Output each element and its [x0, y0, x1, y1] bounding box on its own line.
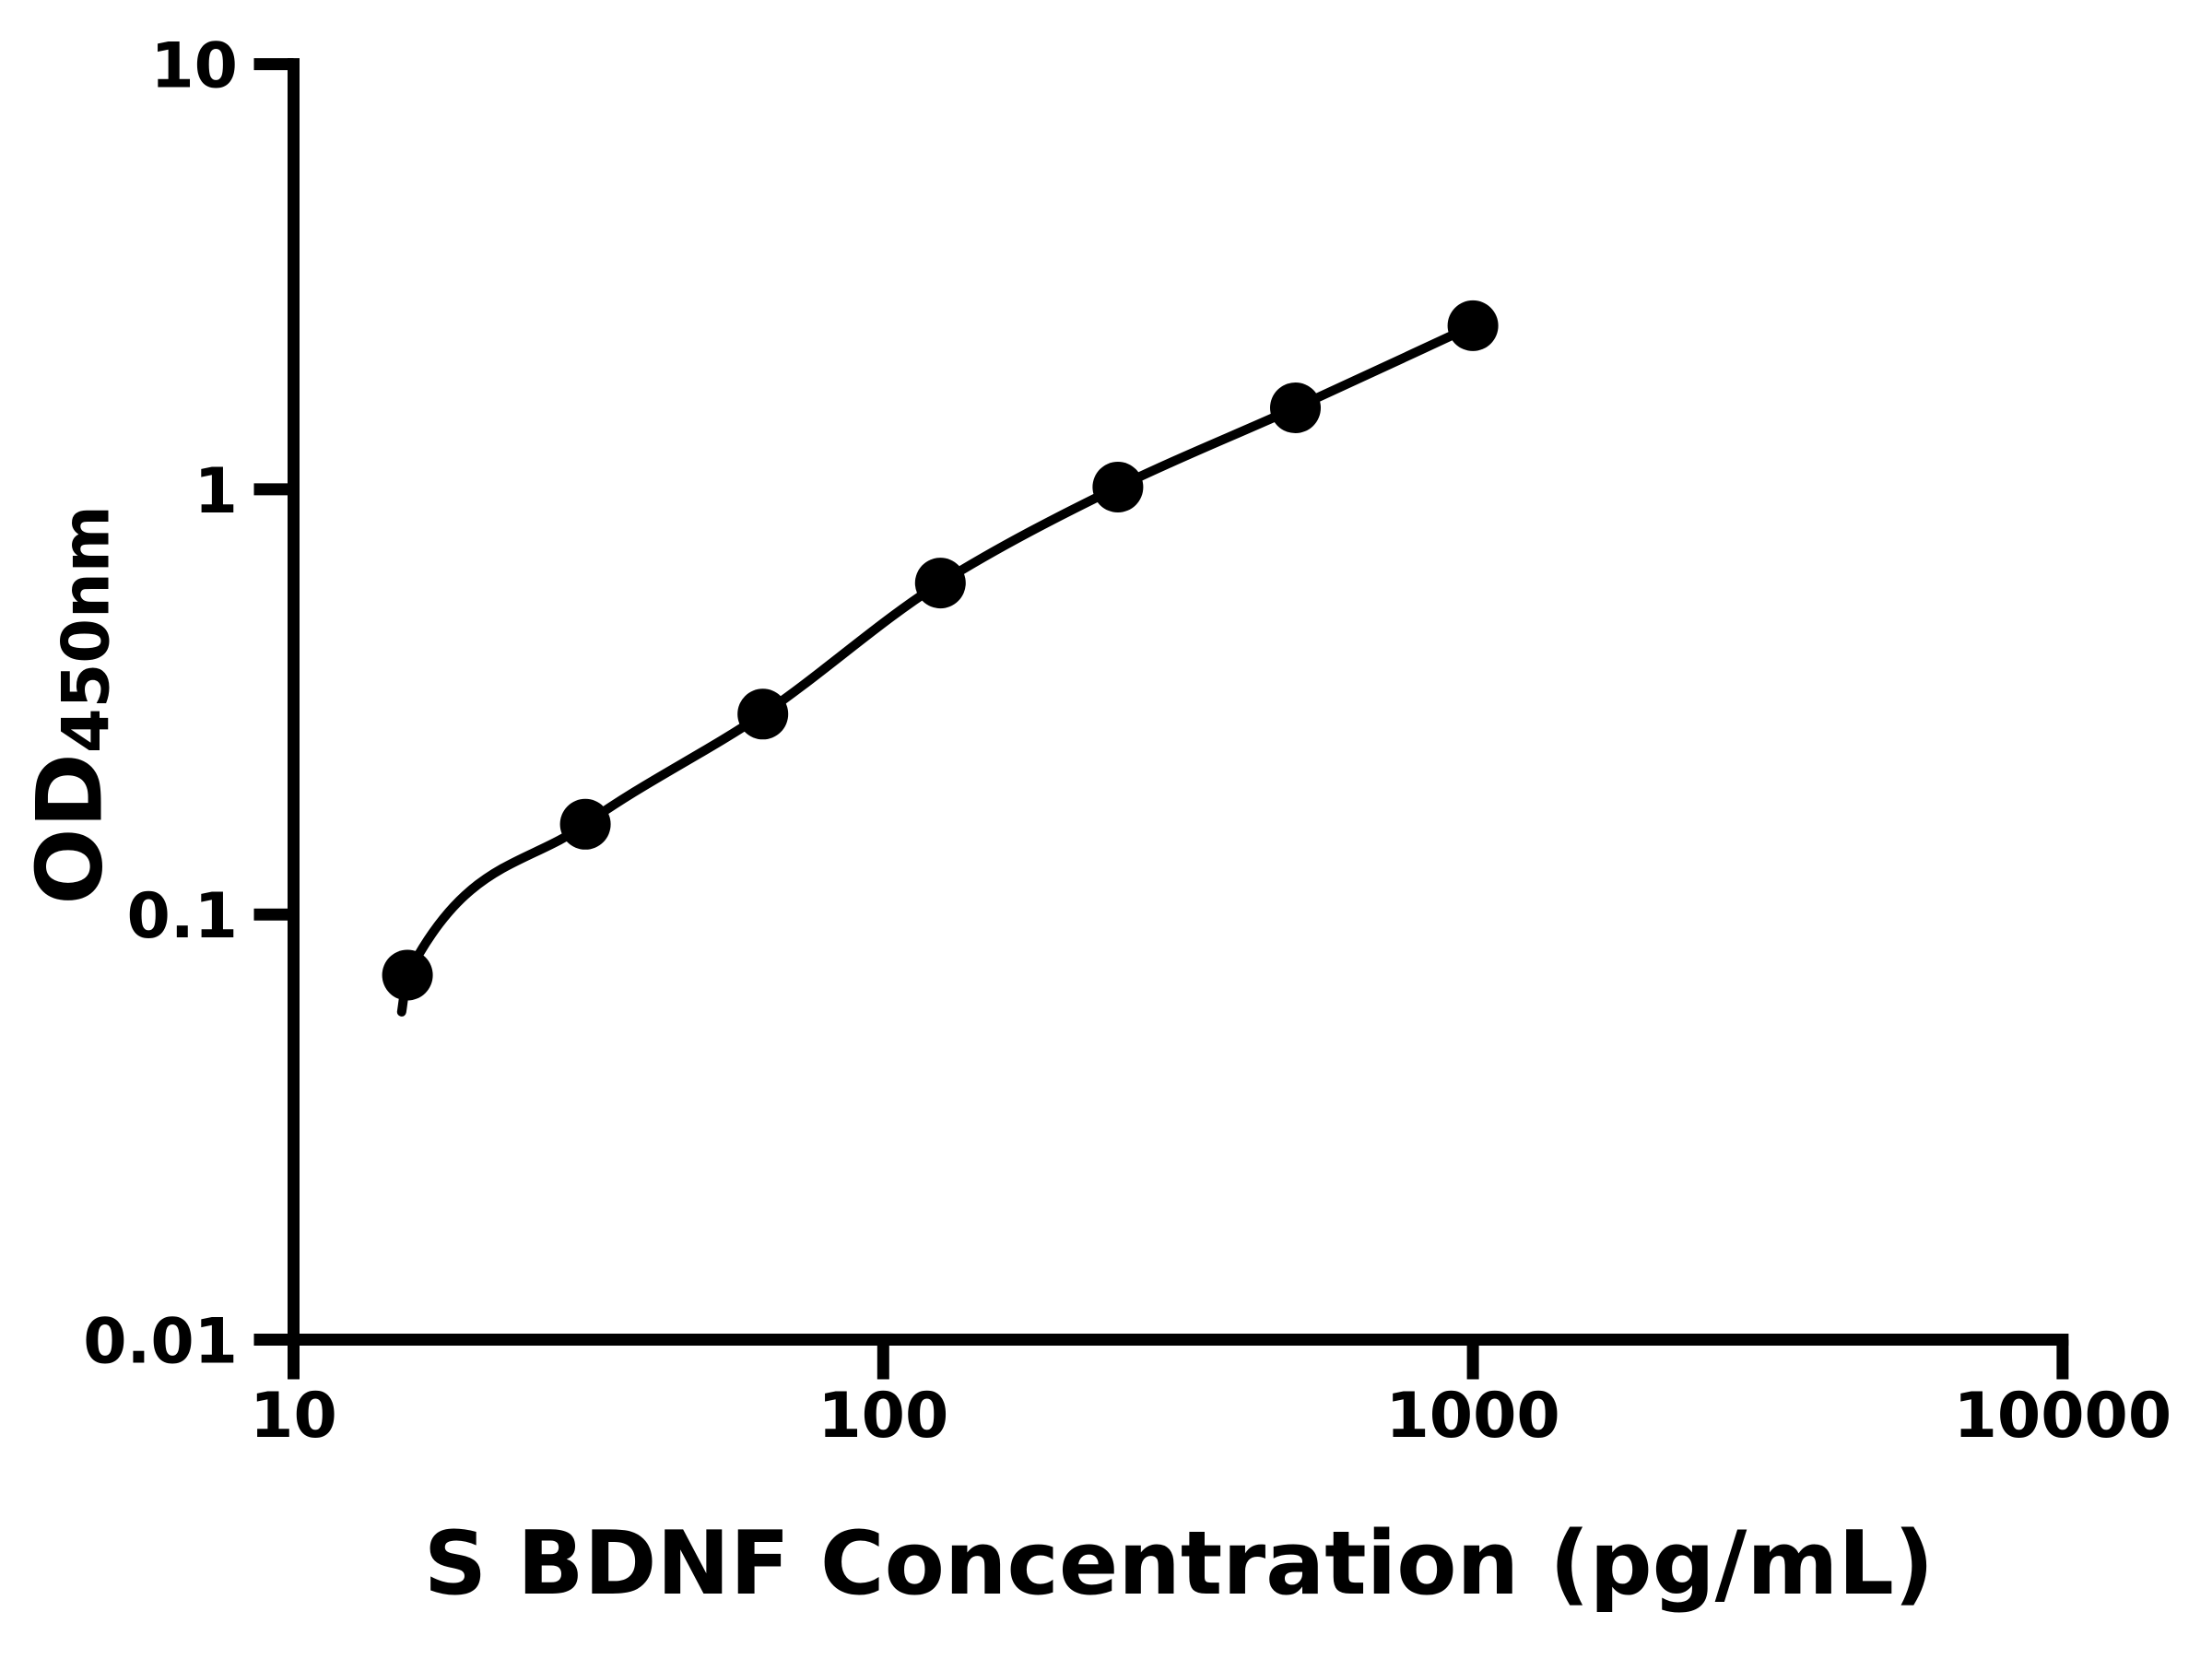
x-tick-label: 10000 [1954, 1380, 2172, 1453]
data-point [1447, 300, 1499, 351]
y-axis-title: OD450nm [18, 505, 124, 905]
x-axis-title: S BDNF Concentration (pg/mL) [423, 1513, 1935, 1615]
data-point [914, 558, 966, 609]
data-point [559, 798, 611, 850]
y-axis-title-main: OD [18, 753, 124, 905]
y-tick-label: 1 [194, 455, 238, 528]
y-axis-title-subscript: 450nm [48, 505, 124, 754]
data-point [737, 688, 789, 740]
data-point [382, 949, 433, 1001]
fit-curve [396, 321, 1478, 1017]
x-tick-label: 10 [250, 1380, 337, 1453]
data-point [1092, 462, 1144, 512]
y-tick-label: 0.01 [83, 1306, 238, 1379]
y-tick-label: 0.1 [127, 880, 238, 953]
x-tick-label: 1000 [1385, 1380, 1559, 1453]
data-point [1270, 382, 1321, 433]
y-tick-label: 10 [150, 30, 238, 103]
x-tick-label: 100 [818, 1380, 948, 1453]
